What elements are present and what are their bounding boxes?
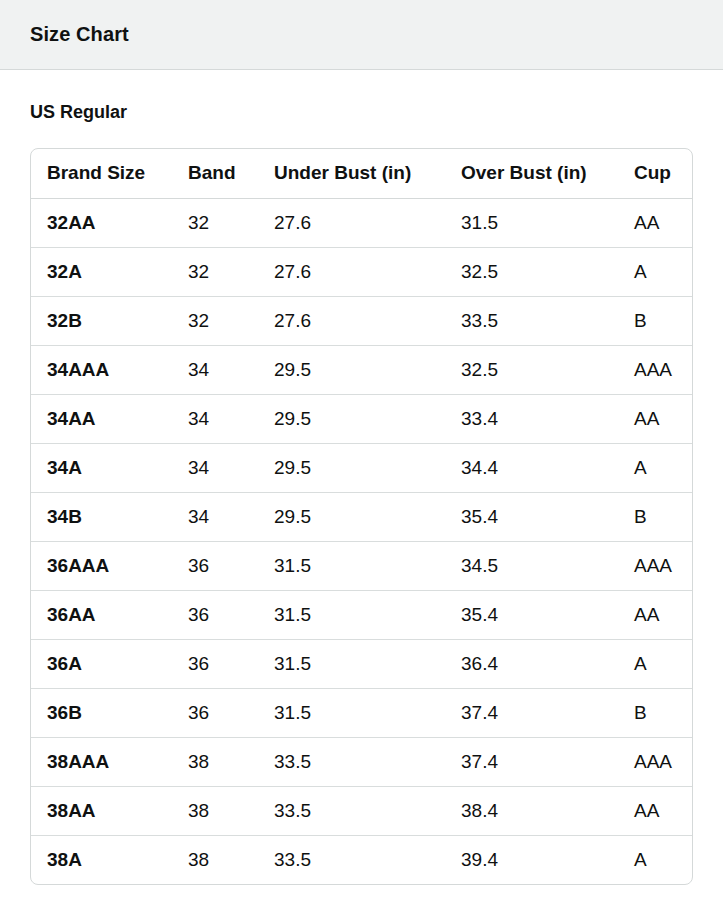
value-cell: 32	[188, 296, 274, 345]
value-cell: AA	[634, 394, 692, 443]
value-cell: 36	[188, 688, 274, 737]
value-cell: AA	[634, 590, 692, 639]
value-cell: 36.4	[461, 639, 634, 688]
value-cell: 27.6	[274, 198, 461, 247]
value-cell: 31.5	[274, 688, 461, 737]
section-title-us-regular: US Regular	[30, 102, 693, 123]
table-row: 34AAA3429.532.5AAA	[31, 345, 692, 394]
value-cell: AA	[634, 786, 692, 835]
table-row: 36AAA3631.534.5AAA	[31, 541, 692, 590]
value-cell: 33.5	[274, 786, 461, 835]
value-cell: 29.5	[274, 492, 461, 541]
value-cell: A	[634, 443, 692, 492]
value-cell: 27.6	[274, 296, 461, 345]
value-cell: 38.4	[461, 786, 634, 835]
value-cell: 33.5	[274, 737, 461, 786]
value-cell: 31.5	[274, 541, 461, 590]
value-cell: 35.4	[461, 492, 634, 541]
table-row: 36A3631.536.4A	[31, 639, 692, 688]
table-row: 38AA3833.538.4AA	[31, 786, 692, 835]
brand-size-cell: 32A	[31, 247, 188, 296]
size-table-container: Brand Size Band Under Bust (in) Over Bus…	[30, 148, 693, 885]
size-chart-header: Size Chart	[0, 0, 723, 70]
value-cell: 32.5	[461, 247, 634, 296]
value-cell: 38	[188, 835, 274, 884]
column-header-over-bust: Over Bust (in)	[461, 149, 634, 198]
column-header-cup: Cup	[634, 149, 692, 198]
value-cell: 37.4	[461, 688, 634, 737]
value-cell: 29.5	[274, 345, 461, 394]
value-cell: 35.4	[461, 590, 634, 639]
value-cell: AAA	[634, 541, 692, 590]
brand-size-cell: 34B	[31, 492, 188, 541]
value-cell: B	[634, 492, 692, 541]
value-cell: 31.5	[274, 590, 461, 639]
size-chart-content: US Regular Brand Size Band Under Bust (i…	[0, 102, 723, 885]
value-cell: 34	[188, 394, 274, 443]
value-cell: 36	[188, 590, 274, 639]
value-cell: 36	[188, 541, 274, 590]
value-cell: 34.5	[461, 541, 634, 590]
size-table: Brand Size Band Under Bust (in) Over Bus…	[31, 149, 692, 884]
brand-size-cell: 34AA	[31, 394, 188, 443]
table-row: 38AAA3833.537.4AAA	[31, 737, 692, 786]
value-cell: B	[634, 296, 692, 345]
brand-size-cell: 36A	[31, 639, 188, 688]
value-cell: 34.4	[461, 443, 634, 492]
column-header-brand-size: Brand Size	[31, 149, 188, 198]
brand-size-cell: 32AA	[31, 198, 188, 247]
value-cell: 31.5	[461, 198, 634, 247]
column-header-under-bust: Under Bust (in)	[274, 149, 461, 198]
table-row: 38A3833.539.4A	[31, 835, 692, 884]
value-cell: 37.4	[461, 737, 634, 786]
brand-size-cell: 38AA	[31, 786, 188, 835]
brand-size-cell: 38A	[31, 835, 188, 884]
value-cell: 38	[188, 786, 274, 835]
value-cell: 34	[188, 345, 274, 394]
brand-size-cell: 36B	[31, 688, 188, 737]
value-cell: AA	[634, 198, 692, 247]
column-header-band: Band	[188, 149, 274, 198]
table-body: 32AA3227.631.5AA32A3227.632.5A32B3227.63…	[31, 198, 692, 884]
value-cell: AAA	[634, 737, 692, 786]
value-cell: 32.5	[461, 345, 634, 394]
table-row: 32AA3227.631.5AA	[31, 198, 692, 247]
table-row: 34A3429.534.4A	[31, 443, 692, 492]
table-row: 36B3631.537.4B	[31, 688, 692, 737]
table-row: 34B3429.535.4B	[31, 492, 692, 541]
value-cell: 36	[188, 639, 274, 688]
brand-size-cell: 32B	[31, 296, 188, 345]
value-cell: 34	[188, 443, 274, 492]
value-cell: 38	[188, 737, 274, 786]
table-row: 36AA3631.535.4AA	[31, 590, 692, 639]
brand-size-cell: 36AA	[31, 590, 188, 639]
value-cell: 33.5	[461, 296, 634, 345]
value-cell: 27.6	[274, 247, 461, 296]
value-cell: 33.4	[461, 394, 634, 443]
brand-size-cell: 36AAA	[31, 541, 188, 590]
value-cell: 31.5	[274, 639, 461, 688]
value-cell: AAA	[634, 345, 692, 394]
brand-size-cell: 34AAA	[31, 345, 188, 394]
value-cell: 29.5	[274, 443, 461, 492]
table-row: 32B3227.633.5B	[31, 296, 692, 345]
value-cell: B	[634, 688, 692, 737]
value-cell: 29.5	[274, 394, 461, 443]
value-cell: A	[634, 835, 692, 884]
page-title: Size Chart	[30, 23, 129, 46]
table-row: 34AA3429.533.4AA	[31, 394, 692, 443]
brand-size-cell: 34A	[31, 443, 188, 492]
table-header-row: Brand Size Band Under Bust (in) Over Bus…	[31, 149, 692, 198]
table-row: 32A3227.632.5A	[31, 247, 692, 296]
brand-size-cell: 38AAA	[31, 737, 188, 786]
value-cell: 34	[188, 492, 274, 541]
value-cell: 32	[188, 247, 274, 296]
value-cell: A	[634, 247, 692, 296]
value-cell: 39.4	[461, 835, 634, 884]
value-cell: A	[634, 639, 692, 688]
value-cell: 33.5	[274, 835, 461, 884]
value-cell: 32	[188, 198, 274, 247]
